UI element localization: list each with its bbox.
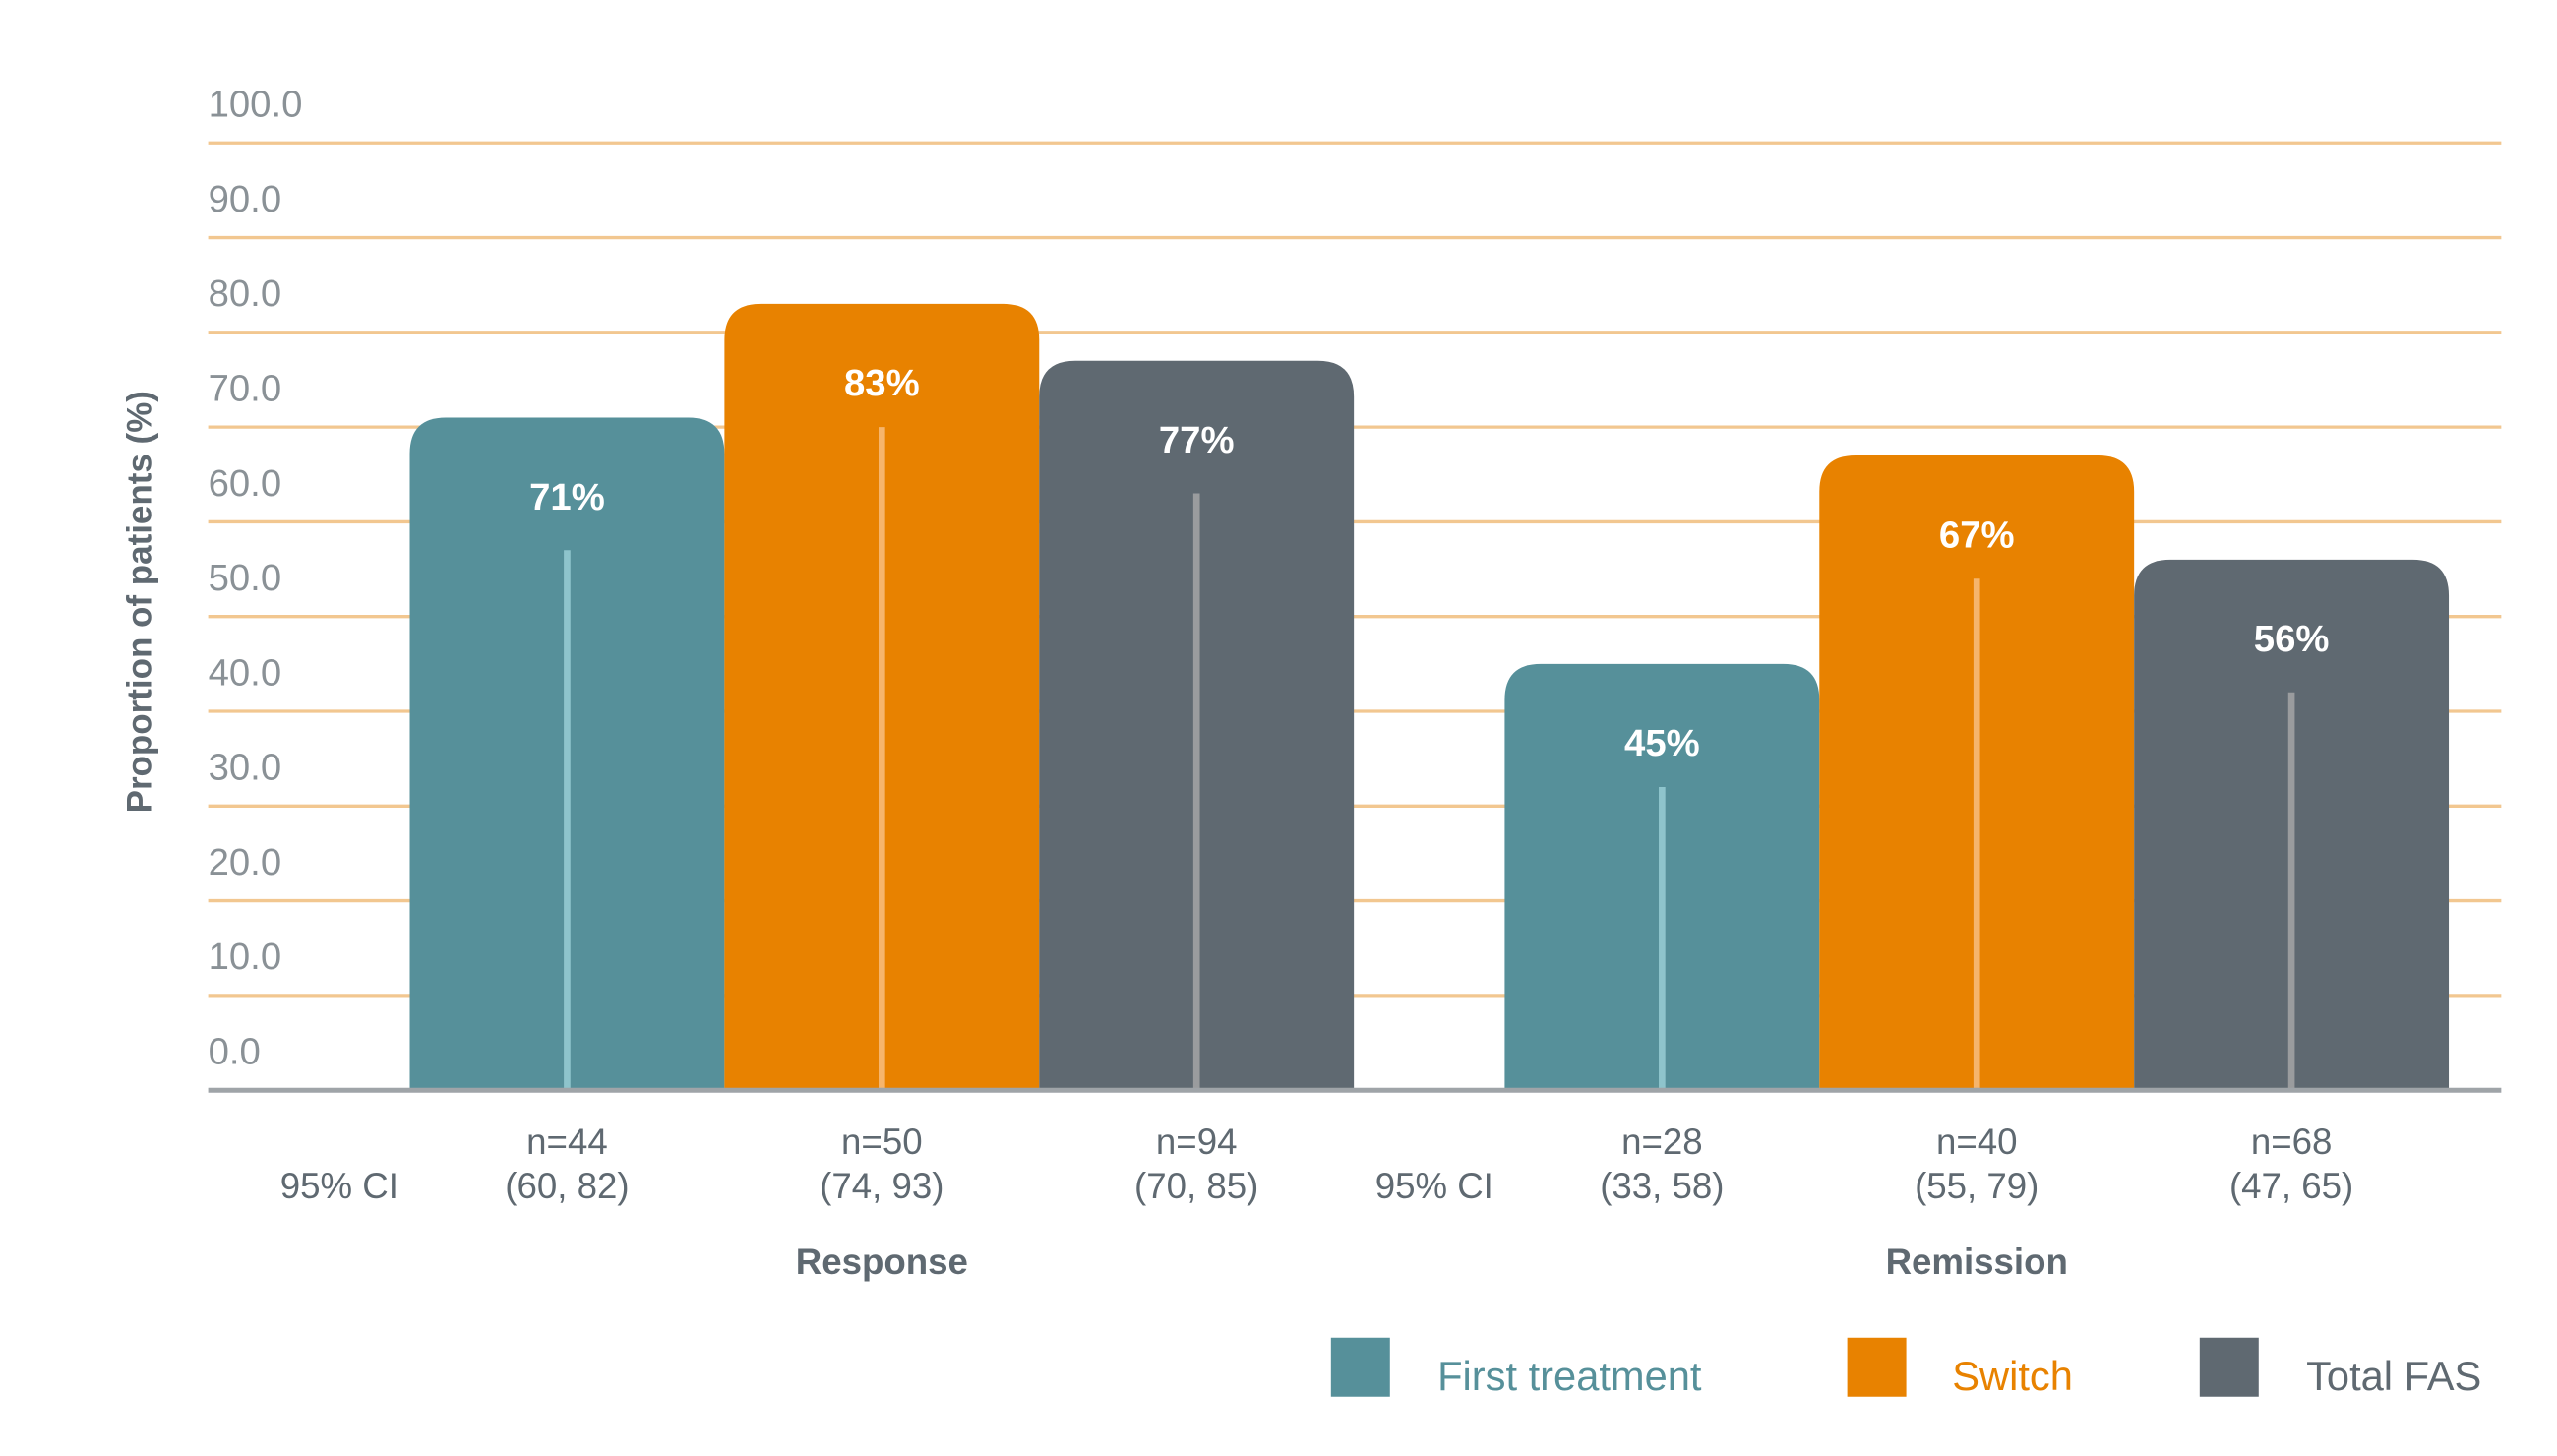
- n-label: n=28: [1621, 1122, 1703, 1162]
- legend: First treatment Switch Total FAS: [1330, 1337, 2481, 1399]
- n-label: n=50: [841, 1122, 923, 1162]
- n-label: n=40: [1936, 1122, 2018, 1162]
- y-tick-label: 50.0: [209, 557, 282, 599]
- ci-value: (70, 85): [1134, 1166, 1258, 1206]
- y-tick-label: 10.0: [209, 936, 282, 978]
- y-tick-label: 80.0: [209, 273, 282, 315]
- data-label: 71%: [529, 476, 605, 518]
- legend-swatch: [1330, 1337, 1390, 1397]
- ci-value: (33, 58): [1600, 1166, 1724, 1206]
- y-tick-label: 40.0: [209, 651, 282, 694]
- legend-swatch: [2199, 1337, 2259, 1397]
- ci-value: (55, 79): [1915, 1166, 2039, 1206]
- y-tick-label: 60.0: [209, 462, 282, 505]
- data-label: 56%: [2254, 618, 2330, 660]
- n-label: n=68: [2251, 1122, 2333, 1162]
- group-label: Response: [796, 1242, 968, 1282]
- ci-value: (60, 82): [505, 1166, 629, 1206]
- legend-label: First treatment: [1437, 1353, 1702, 1399]
- legend-label: Total FAS: [2306, 1353, 2481, 1399]
- ci-label: 95% CI: [280, 1166, 398, 1206]
- y-tick-label: 90.0: [209, 178, 282, 220]
- ci-value: (47, 65): [2229, 1166, 2353, 1206]
- data-label: 45%: [1624, 722, 1700, 764]
- y-axis-label: Proportion of patients (%): [120, 391, 158, 813]
- data-label: 67%: [1939, 514, 2015, 556]
- y-tick-label: 0.0: [209, 1031, 261, 1073]
- y-tick-label: 70.0: [209, 367, 282, 409]
- legend-label: Switch: [1952, 1353, 2073, 1399]
- bars: 71% 83% 77% 45% 67% 56%: [409, 303, 2450, 1091]
- data-label: 83%: [844, 362, 920, 404]
- data-label: 77%: [1159, 419, 1235, 461]
- n-label: n=44: [526, 1122, 608, 1162]
- y-tick-label: 30.0: [209, 747, 282, 789]
- legend-swatch: [1847, 1337, 1907, 1397]
- ci-value: (74, 93): [820, 1166, 944, 1206]
- ci-label: 95% CI: [1375, 1166, 1493, 1206]
- y-tick-label: 100.0: [209, 84, 303, 126]
- y-tick-label: 20.0: [209, 841, 282, 883]
- n-label: n=94: [1156, 1122, 1238, 1162]
- x-labels: 95% CI n=44(60, 82) n=50(74, 93) n=94(70, 8…: [280, 1122, 2353, 1282]
- group-label: Remission: [1886, 1242, 2068, 1282]
